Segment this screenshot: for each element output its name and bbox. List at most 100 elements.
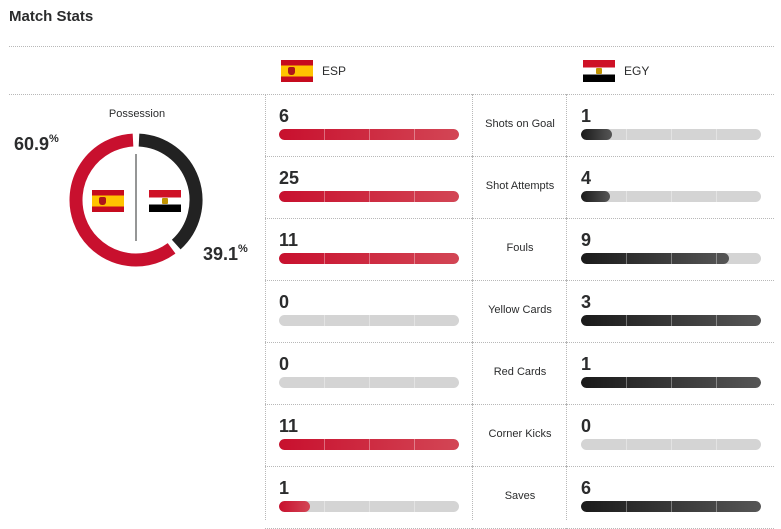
bar-tick [671, 253, 672, 264]
away-stat-bar-fill [581, 377, 761, 388]
bar-tick [324, 315, 325, 326]
home-stat-bar [279, 439, 459, 450]
row-divider [566, 404, 774, 405]
bar-tick [414, 501, 415, 512]
away-stat-bar-fill [581, 129, 612, 140]
home-stat-value: 25 [279, 168, 300, 188]
bar-tick [626, 315, 627, 326]
bar-tick [671, 315, 672, 326]
away-stat-bar [581, 129, 761, 140]
bar-tick [626, 439, 627, 450]
away-stat-bar [581, 191, 761, 202]
row-divider [472, 342, 566, 343]
row-divider [265, 156, 472, 157]
row-divider [472, 466, 566, 467]
bar-tick [414, 191, 415, 202]
bar-tick [716, 191, 717, 202]
spain-flag-icon [281, 60, 313, 82]
home-stat-bar-fill [279, 129, 459, 140]
bar-tick [626, 253, 627, 264]
home-possession-arc [69, 133, 176, 267]
bar-tick [369, 439, 370, 450]
row-divider [566, 218, 774, 219]
bar-tick [324, 253, 325, 264]
away-stat-bar [581, 439, 761, 450]
stat-label: Red Cards [493, 366, 547, 378]
bar-tick [671, 191, 672, 202]
bar-tick [369, 377, 370, 388]
bar-tick [626, 377, 627, 388]
stat-label: Shot Attempts [485, 180, 555, 192]
bar-tick [324, 439, 325, 450]
home-stat-bar-fill [279, 439, 459, 450]
column-divider [472, 94, 473, 520]
bar-tick [671, 377, 672, 388]
bar-tick [369, 315, 370, 326]
column-divider [566, 94, 567, 520]
away-stat-bar-fill [581, 315, 761, 326]
away-team-header: EGY [583, 60, 649, 82]
bar-tick [369, 129, 370, 140]
bar-tick [324, 129, 325, 140]
away-stat-value: 6 [581, 478, 592, 498]
home-stat-bar [279, 501, 459, 512]
away-stat-bar [581, 501, 761, 512]
stat-label: Shots on Goal [485, 118, 555, 130]
away-stat-value: 0 [581, 416, 592, 436]
away-stat-value: 9 [581, 230, 592, 250]
row-divider [472, 404, 566, 405]
bar-tick [626, 501, 627, 512]
home-stat-value: 11 [279, 230, 299, 250]
bar-tick [414, 377, 415, 388]
possession-label: Possession [108, 108, 166, 120]
home-stat-bar-fill [279, 191, 459, 202]
bar-tick [716, 377, 717, 388]
divider [9, 94, 774, 95]
home-stat-value: 6 [279, 106, 290, 126]
away-stat-value: 4 [581, 168, 592, 188]
row-divider [566, 466, 774, 467]
egypt-flag-icon [149, 190, 181, 212]
bar-tick [414, 439, 415, 450]
column-divider [265, 94, 266, 520]
away-stat-value: 1 [581, 354, 592, 374]
away-stat-bar [581, 377, 761, 388]
away-possession-arc [138, 133, 203, 250]
bar-tick [414, 253, 415, 264]
home-stat-bar [279, 377, 459, 388]
bar-tick [626, 191, 627, 202]
home-team-header: ESP [281, 60, 346, 82]
away-stat-bar [581, 315, 761, 326]
row-divider [566, 342, 774, 343]
home-stat-bar-fill [279, 501, 310, 512]
bar-tick [716, 253, 717, 264]
home-team-abbr: ESP [322, 64, 347, 78]
bar-tick [324, 377, 325, 388]
home-stat-bar [279, 315, 459, 326]
row-divider [472, 218, 566, 219]
bar-tick [716, 501, 717, 512]
row-divider [566, 280, 774, 281]
bar-tick [671, 439, 672, 450]
bar-tick [369, 253, 370, 264]
home-stat-bar [279, 129, 459, 140]
spain-flag-icon [92, 190, 124, 212]
away-possession-value: 39.1% [203, 243, 248, 264]
page-title: Match Stats [9, 8, 94, 25]
away-stat-bar-fill [581, 253, 729, 264]
bar-tick [414, 129, 415, 140]
home-stat-bar-fill [279, 253, 459, 264]
away-team-abbr: EGY [624, 64, 650, 78]
egypt-flag-icon [583, 60, 615, 82]
bar-tick [414, 315, 415, 326]
row-divider [265, 404, 472, 405]
possession-donut-chart [69, 133, 203, 267]
row-divider [265, 466, 472, 467]
row-divider [265, 218, 472, 219]
stat-label: Corner Kicks [488, 428, 552, 440]
home-stat-bar [279, 191, 459, 202]
bar-tick [716, 315, 717, 326]
stat-label: Saves [504, 490, 536, 502]
row-divider [566, 156, 774, 157]
stat-label: Yellow Cards [488, 304, 552, 316]
